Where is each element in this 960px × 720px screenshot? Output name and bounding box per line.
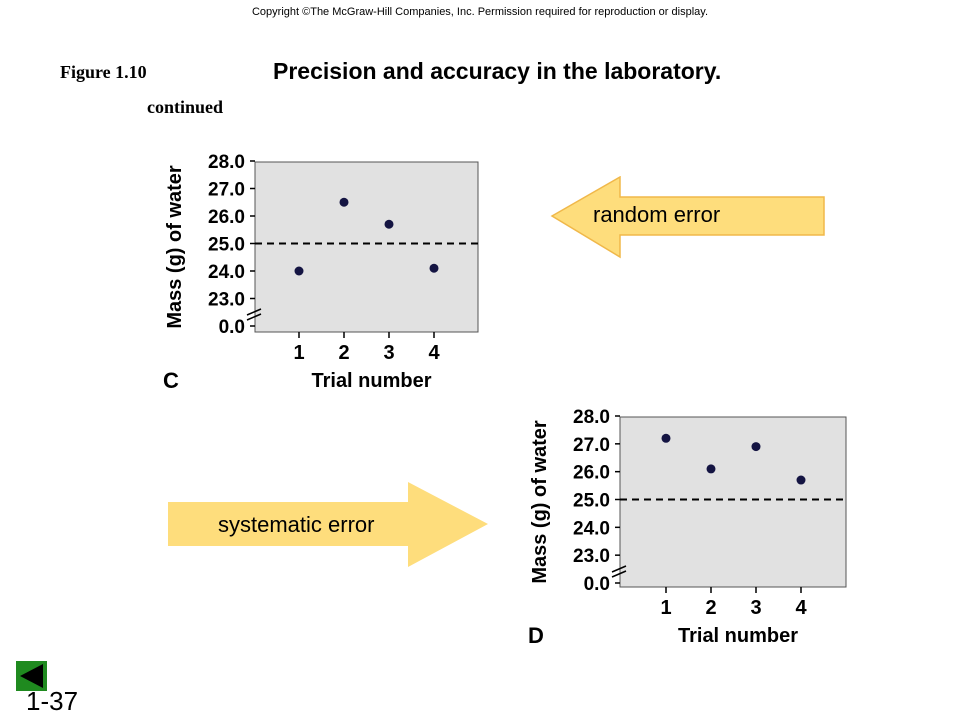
chart1-x-tick-label: 2: [338, 342, 349, 364]
chart2-axis-break-mark: [611, 570, 627, 578]
chart2-y-tick-label: 26.0: [573, 463, 610, 484]
chart2-y-tick-label: 28.0: [573, 407, 610, 428]
chart1-axis-break-mark: [246, 308, 262, 316]
chart2-y-tick-label: 27.0: [573, 435, 610, 456]
chart1-x-tick-label: 3: [383, 342, 394, 364]
chart1-data-point: [384, 219, 394, 229]
chart2-y-tick-label: 25.0: [573, 491, 610, 512]
chart2-x-tick-label: 2: [705, 597, 716, 619]
chart2-y-tick-label: 24.0: [573, 518, 610, 539]
chart2-data-point: [706, 464, 716, 474]
chart1-data-point: [294, 266, 304, 276]
chart1-y-tick-label: 28.0: [208, 152, 245, 173]
copyright-notice: Copyright ©The McGraw-Hill Companies, In…: [251, 6, 709, 18]
chart1-y-tick-label: 23.0: [208, 290, 245, 311]
chart1-axis-break-mark: [246, 313, 262, 321]
chart2-y-axis-label: Mass (g) of water: [529, 420, 551, 584]
chart1-y-tick-label: 27.0: [208, 180, 245, 201]
random-error-arrow: [550, 176, 825, 259]
chart2-x-tick-label: 3: [750, 597, 761, 619]
chart2-plot-area: [619, 416, 847, 588]
chart1-x-tick-label: 4: [428, 342, 440, 364]
chart2-axis-break-mark: [611, 565, 627, 573]
chart2-data-point: [751, 442, 761, 452]
systematic-error-arrow: [168, 482, 488, 567]
random-error-label: random error: [593, 202, 721, 227]
slide-title: Precision and accuracy in the laboratory…: [273, 58, 722, 84]
chart1-panel-label: C: [163, 368, 179, 393]
back-button[interactable]: [16, 661, 47, 691]
chart2-x-tick-label: 4: [795, 597, 807, 619]
chart2-x-tick-label: 1: [660, 597, 671, 619]
back-arrow-icon: [20, 664, 43, 688]
chart2-x-axis-label: Trial number: [678, 625, 798, 647]
chart1-plot-area: [254, 161, 479, 333]
chart1-y-tick-label: 25.0: [208, 235, 245, 256]
chart1-data-point: [429, 263, 439, 273]
chart1-x-tick-label: 1: [293, 342, 304, 364]
continued-label: continued: [147, 97, 224, 117]
chart1-y-tick-label: 26.0: [208, 207, 245, 228]
chart2-data-point: [796, 475, 806, 485]
chart2-y-tick-label: 0.0: [584, 574, 610, 595]
systematic-error-label: systematic error: [218, 512, 375, 537]
chart1-y-tick-label: 24.0: [208, 262, 245, 283]
chart2-y-tick-label: 23.0: [573, 546, 610, 567]
chart1-x-axis-label: Trial number: [311, 370, 431, 392]
figure-label: Figure 1.10: [60, 62, 147, 82]
chart1-data-point: [339, 197, 349, 207]
slide-number: 1-37: [26, 686, 79, 716]
chart2-panel-label: D: [528, 623, 544, 648]
chart2-data-point: [661, 433, 671, 443]
chart1-y-tick-label: 0.0: [219, 317, 245, 338]
chart1-y-axis-label: Mass (g) of water: [164, 165, 186, 329]
